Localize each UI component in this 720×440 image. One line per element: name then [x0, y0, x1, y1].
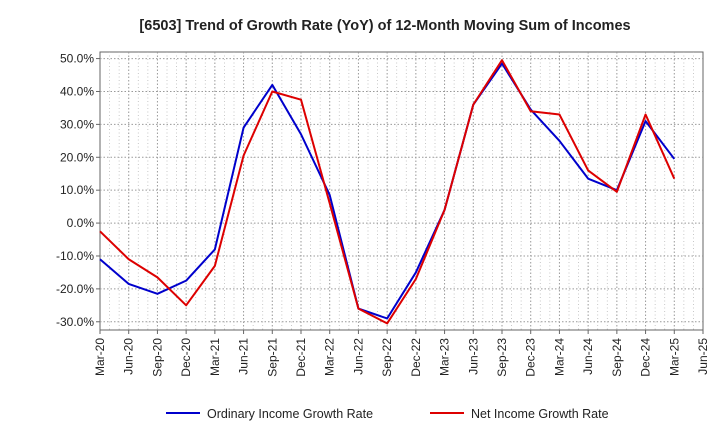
x-tick-label: Jun-21	[237, 338, 251, 375]
x-tick-label: Jun-20	[122, 338, 136, 375]
y-tick-label: 30.0%	[60, 117, 94, 131]
legend: Ordinary Income Growth Rate Net Income G…	[166, 407, 609, 421]
x-tick-label: Mar-22	[323, 338, 337, 376]
x-tick-label: Sep-23	[495, 338, 509, 377]
y-tick-label: -30.0%	[56, 315, 94, 329]
x-tick-label: Mar-24	[552, 338, 566, 376]
x-tick-label: Jun-24	[581, 338, 595, 375]
legend-label-ordinary: Ordinary Income Growth Rate	[207, 407, 373, 421]
y-tick-label: -10.0%	[56, 249, 94, 263]
x-tick-label: Dec-20	[179, 338, 193, 377]
plot-area	[99, 51, 704, 331]
x-tick-label: Mar-20	[93, 338, 107, 376]
x-tick-label: Mar-23	[438, 338, 452, 376]
y-axis-ticks: 50.0% 40.0% 30.0% 20.0% 10.0% 0.0% -10.0% -20.0…	[56, 52, 100, 329]
chart-title: [6503] Trend of Growth Rate (YoY) of 12-…	[139, 18, 630, 34]
x-tick-label: Jun-22	[351, 338, 365, 375]
x-axis-ticks: Mar-20 Jun-20 Sep-20 Dec-20 Mar-21 Jun-21 Sep-…	[93, 330, 710, 377]
x-tick-label: Dec-22	[409, 338, 423, 377]
y-tick-label: -20.0%	[56, 282, 94, 296]
y-tick-label: 10.0%	[60, 183, 94, 197]
x-tick-label: Sep-20	[150, 338, 164, 377]
y-tick-label: 50.0%	[60, 52, 94, 66]
grid	[100, 52, 703, 330]
series-lines	[99, 59, 676, 325]
y-tick-label: 40.0%	[60, 84, 94, 98]
x-tick-label: Jun-23	[466, 338, 480, 375]
series-line-net-income	[99, 59, 676, 325]
legend-label-net: Net Income Growth Rate	[471, 407, 609, 421]
x-tick-label: Dec-24	[639, 338, 653, 377]
series-line-ordinary-income	[99, 62, 676, 320]
x-tick-label: Jun-25	[696, 338, 710, 375]
x-tick-label: Mar-25	[667, 338, 681, 376]
x-tick-label: Sep-24	[610, 338, 624, 377]
x-tick-label: Sep-22	[380, 338, 394, 377]
y-tick-label: 20.0%	[60, 150, 94, 164]
y-tick-label: 0.0%	[67, 216, 95, 230]
x-tick-label: Mar-21	[208, 338, 222, 376]
x-tick-label: Sep-21	[265, 338, 279, 377]
x-tick-label: Dec-21	[294, 338, 308, 377]
x-tick-label: Dec-23	[524, 338, 538, 377]
